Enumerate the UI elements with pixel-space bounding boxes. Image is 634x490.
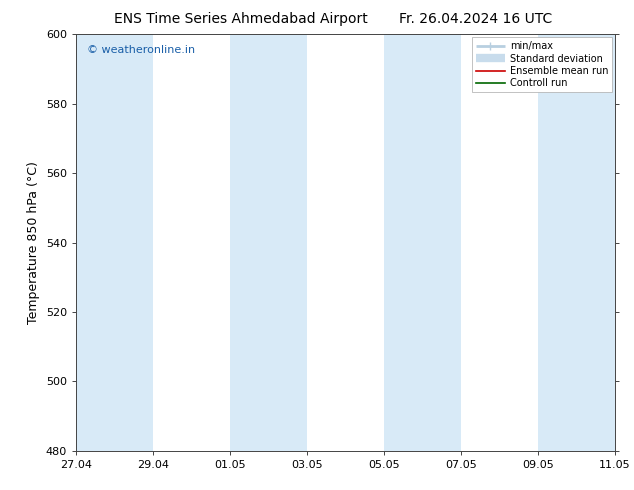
Bar: [384, 34, 461, 451]
Y-axis label: Temperature 850 hPa (°C): Temperature 850 hPa (°C): [27, 161, 40, 324]
Bar: [76, 34, 153, 451]
Text: © weatheronline.in: © weatheronline.in: [87, 45, 195, 55]
Text: ENS Time Series Ahmedabad Airport: ENS Time Series Ahmedabad Airport: [114, 12, 368, 26]
Text: Fr. 26.04.2024 16 UTC: Fr. 26.04.2024 16 UTC: [399, 12, 552, 26]
Bar: [538, 34, 615, 451]
Legend: min/max, Standard deviation, Ensemble mean run, Controll run: min/max, Standard deviation, Ensemble me…: [472, 37, 612, 92]
Bar: [230, 34, 307, 451]
